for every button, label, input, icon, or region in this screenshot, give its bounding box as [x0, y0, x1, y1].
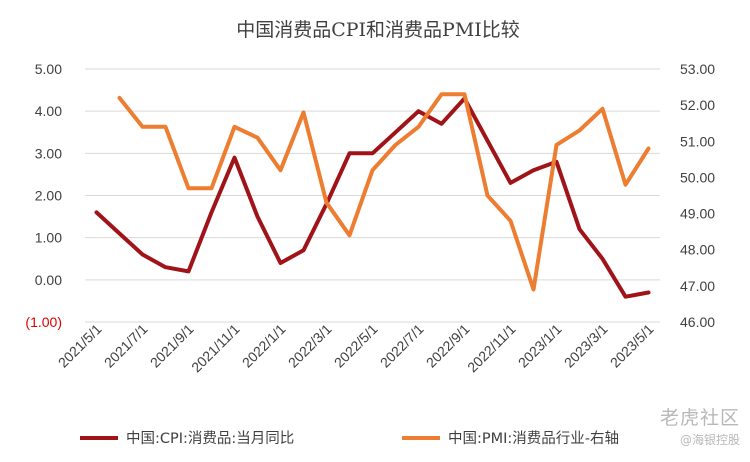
right-tick-label: 52.00: [680, 97, 715, 113]
watermark-sub: @海银控股: [679, 433, 740, 447]
x-tick-label: 2021/11/1: [188, 321, 243, 376]
left-tick-label: (1.00): [25, 314, 62, 330]
right-tick-label: 48.00: [680, 242, 715, 258]
x-axis: 2021/5/12021/7/12021/9/12021/11/12022/1/…: [55, 321, 657, 376]
x-tick-label: 2023/3/1: [561, 321, 611, 371]
x-tick-label: 2022/5/1: [331, 321, 381, 371]
legend-label-pmi: 中国:PMI:消费品行业-右轴: [448, 430, 619, 447]
series-lines: [94, 92, 651, 299]
cpi-series-line: [94, 96, 651, 299]
x-tick-label: 2021/5/1: [55, 321, 105, 371]
x-tick-label: 2021/7/1: [101, 321, 151, 371]
left-tick-label: 4.00: [35, 103, 62, 119]
x-tick-label: 2023/5/1: [607, 321, 657, 371]
x-tick-label: 2022/1/1: [239, 321, 289, 371]
x-tick-label: 2022/11/1: [464, 321, 519, 376]
right-axis: 53.00 52.00 51.00 50.00 49.00 48.00 47.00 46.00: [680, 61, 715, 330]
legend: 中国:CPI:消费品:当月同比 中国:PMI:消费品行业-右轴: [80, 430, 619, 447]
watermark-text: 老虎社区: [659, 407, 740, 429]
right-tick-label: 47.00: [680, 278, 715, 294]
left-tick-label: 2.00: [35, 188, 62, 204]
gridlines: [85, 68, 660, 323]
right-tick-label: 51.00: [680, 133, 715, 149]
left-tick-label: 1.00: [35, 230, 62, 246]
pmi-series-line: [117, 92, 651, 292]
x-tick-label: 2023/1/1: [515, 321, 565, 371]
left-tick-label: 0.00: [35, 272, 62, 288]
left-tick-label: 3.00: [35, 145, 62, 161]
x-tick-label: 2022/3/1: [285, 321, 335, 371]
watermark: 老虎社区 @海银控股: [659, 403, 740, 447]
left-tick-label: 5.00: [35, 61, 62, 77]
right-tick-label: 46.00: [680, 314, 715, 330]
right-tick-label: 50.00: [680, 169, 715, 185]
x-tick-label: 2022/7/1: [377, 321, 427, 371]
right-tick-label: 53.00: [680, 61, 715, 77]
right-tick-label: 49.00: [680, 206, 715, 222]
left-axis: 5.00 4.00 3.00 2.00 1.00 0.00 (1.00): [25, 61, 62, 330]
legend-label-cpi: 中国:CPI:消费品:当月同比: [126, 430, 294, 447]
chart-title: 中国消费品CPI和消费品PMI比较: [236, 19, 520, 41]
